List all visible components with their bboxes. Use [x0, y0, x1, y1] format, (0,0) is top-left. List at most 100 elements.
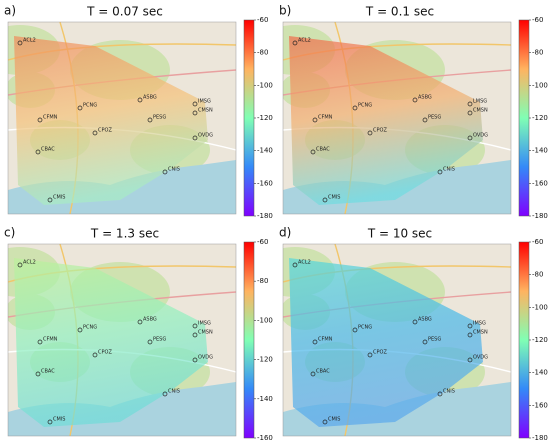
panel-title: T = 0.07 sec	[86, 5, 163, 19]
colorbar	[243, 241, 255, 439]
colorbar-tick-label: -120	[257, 356, 273, 364]
station-label: CNIS	[168, 389, 180, 395]
station-label: CMSN	[198, 108, 213, 114]
station	[192, 101, 198, 107]
overlay	[289, 36, 483, 205]
station	[412, 97, 418, 103]
colorbar-tick-label: -160	[257, 179, 273, 187]
station-label: CNIS	[443, 389, 455, 395]
station	[35, 371, 41, 377]
station-label: ASBG	[143, 95, 157, 101]
colorbar-tick-label: -100	[532, 81, 548, 89]
station	[92, 352, 98, 358]
station	[77, 327, 83, 333]
station	[467, 332, 473, 338]
station-label: PCNG	[358, 325, 372, 331]
station-label: LMSG	[473, 99, 487, 105]
panel-label: b)	[279, 4, 291, 18]
station	[467, 110, 473, 116]
station	[467, 135, 473, 141]
station	[37, 117, 43, 123]
colorbar-tick-label: -100	[257, 316, 273, 324]
station-label: ACL2	[298, 260, 311, 266]
map-frame	[282, 243, 512, 437]
map-frame	[282, 21, 512, 215]
panel: ACL2 CFMN PCNG ASBG LMSG CMSN PESG CPOZ OVDG CBAC…	[279, 4, 548, 221]
panel-label: d)	[279, 226, 291, 240]
station	[352, 327, 358, 333]
station-label: PESG	[153, 115, 166, 121]
colorbar-tick-label: -120	[257, 114, 273, 122]
station-label: CFMN	[43, 337, 58, 343]
overlay	[14, 258, 208, 427]
station-label: OVDG	[198, 133, 213, 139]
station-label: OVDG	[473, 133, 488, 139]
colorbar	[518, 19, 530, 217]
colorbar-tick-label: -180	[532, 434, 548, 440]
panel-label: a)	[4, 4, 16, 18]
map	[8, 22, 236, 214]
panel-title: T = 1.3 sec	[90, 227, 159, 241]
station	[137, 97, 143, 103]
station	[162, 169, 168, 175]
station-label: ACL2	[298, 38, 311, 44]
station-label: CBAC	[316, 147, 330, 153]
panel-title: T = 10 sec	[367, 227, 432, 241]
map	[283, 22, 511, 214]
station	[92, 130, 98, 136]
station	[47, 197, 53, 203]
station-label: CMIS	[53, 195, 65, 201]
station	[192, 357, 198, 363]
colorbar-tick-label: -180	[257, 212, 273, 220]
station	[310, 371, 316, 377]
station-label: CNIS	[168, 167, 180, 173]
station-label: CPOZ	[373, 350, 387, 356]
colorbar-tick-label: -160	[257, 434, 273, 440]
station	[437, 391, 443, 397]
station	[412, 319, 418, 325]
station-label: ASBG	[418, 95, 432, 101]
colorbar-tick-label: -80	[532, 49, 543, 57]
colorbar-tick-label: -160	[532, 401, 548, 409]
station-label: CMIS	[328, 195, 340, 201]
colorbar-tick-label: -160	[532, 179, 548, 187]
colorbar-tick-label: -60	[257, 16, 268, 24]
station-label: CBAC	[41, 369, 55, 375]
station	[17, 40, 23, 46]
colorbar-tick-label: -180	[532, 212, 548, 220]
station	[192, 332, 198, 338]
panel-label: c)	[4, 226, 15, 240]
station	[312, 117, 318, 123]
station-label: PCNG	[83, 103, 97, 109]
station-label: CPOZ	[373, 128, 387, 134]
station	[310, 149, 316, 155]
station	[192, 323, 198, 329]
colorbar-tick-label: -80	[532, 271, 543, 279]
station-label: PCNG	[358, 103, 372, 109]
station	[35, 149, 41, 155]
station	[467, 101, 473, 107]
station-label: PESG	[428, 337, 441, 343]
station-label: OVDG	[473, 355, 488, 361]
station-label: CMIS	[53, 417, 65, 423]
colorbar-tick-label: -80	[257, 277, 268, 285]
map-frame	[7, 243, 237, 437]
colorbar-tick-label: -80	[257, 49, 268, 57]
station-label: CFMN	[318, 337, 333, 343]
station	[17, 262, 23, 268]
station	[352, 105, 358, 111]
station	[162, 391, 168, 397]
panel-title: T = 0.1 sec	[365, 5, 434, 19]
station	[192, 110, 198, 116]
station-label: CBAC	[41, 147, 55, 153]
map	[283, 244, 511, 436]
station-label: ACL2	[23, 38, 36, 44]
station-label: ACL2	[23, 260, 36, 266]
colorbar-tick-label: -100	[257, 81, 273, 89]
station-label: CMIS	[328, 417, 340, 423]
station-label: ASBG	[418, 317, 432, 323]
station-label: OVDG	[198, 355, 213, 361]
colorbar-tick-label: -100	[532, 303, 548, 311]
station-label: CBAC	[316, 369, 330, 375]
